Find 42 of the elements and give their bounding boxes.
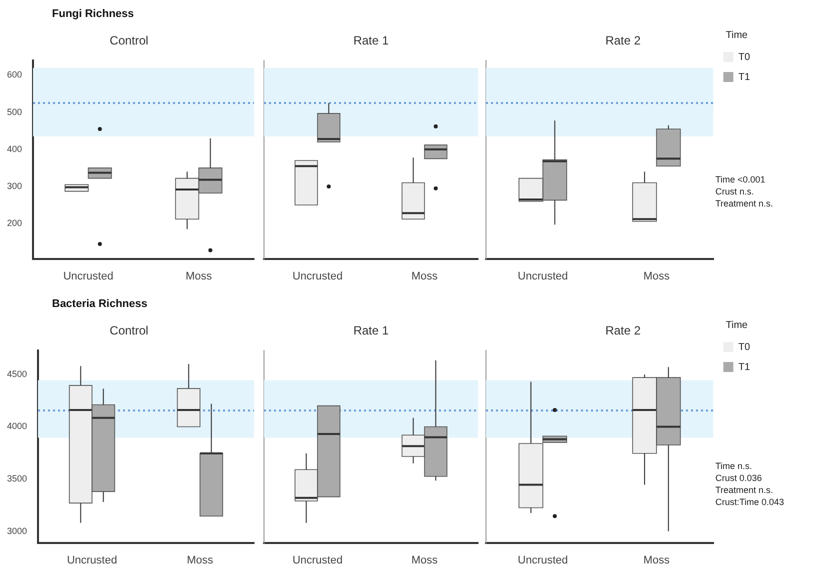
legend-label: T0: [738, 52, 750, 63]
text: Crust 0.036: [715, 472, 762, 483]
y-tick-label: 300: [6, 180, 22, 191]
text: Treatment n.s.: [715, 484, 774, 495]
x-tick-label: Moss: [643, 270, 670, 282]
text: Time <0.001: [715, 174, 766, 184]
y-tick-label: 600: [6, 70, 22, 80]
legend-title: Time: [726, 320, 748, 331]
x-tick-label: Uncrusted: [63, 270, 114, 282]
text: Treatment n.s.: [715, 198, 774, 208]
x-tick-label: Moss: [186, 554, 214, 566]
chart-subtitle: Control: [110, 324, 148, 338]
x-tick-label: Moss: [643, 554, 670, 566]
y-tick-label: 3000: [6, 526, 28, 536]
x-tick-label: Uncrusted: [518, 554, 568, 566]
x-tick-label: Uncrusted: [518, 270, 568, 282]
legend-label: T0: [738, 342, 750, 353]
chart-title: Fungi Richness: [52, 8, 134, 20]
chart-subtitle: Rate 2: [605, 34, 641, 48]
y-tick-label: 4500: [6, 368, 28, 379]
y-tick-label: 4000: [6, 421, 28, 432]
y-tick-label: 400: [6, 144, 22, 154]
legend-title: Time: [726, 30, 748, 41]
chart-title: Bacteria Richness: [52, 298, 148, 310]
y-tick-label: 3500: [6, 474, 28, 484]
chart-subtitle: Rate 1: [353, 34, 389, 48]
chart-subtitle: Rate 2: [605, 324, 641, 338]
x-tick-label: Uncrusted: [292, 554, 343, 566]
y-tick-label: 200: [6, 218, 22, 228]
text: Crust n.s.: [715, 186, 754, 196]
x-tick-label: Moss: [186, 270, 212, 282]
x-tick-label: Uncrusted: [66, 554, 118, 566]
text: Time n.s.: [715, 460, 752, 471]
x-tick-label: Uncrusted: [292, 270, 343, 282]
x-tick-label: Moss: [411, 554, 438, 566]
legend-label: T1: [738, 362, 750, 373]
chart-subtitle: Control: [110, 34, 148, 48]
y-tick-label: 500: [6, 106, 22, 117]
chart-subtitle: Rate 1: [353, 324, 389, 338]
legend-label: T1: [738, 72, 750, 83]
text: Crust:Time 0.043: [715, 496, 784, 507]
x-tick-label: Moss: [411, 270, 438, 282]
